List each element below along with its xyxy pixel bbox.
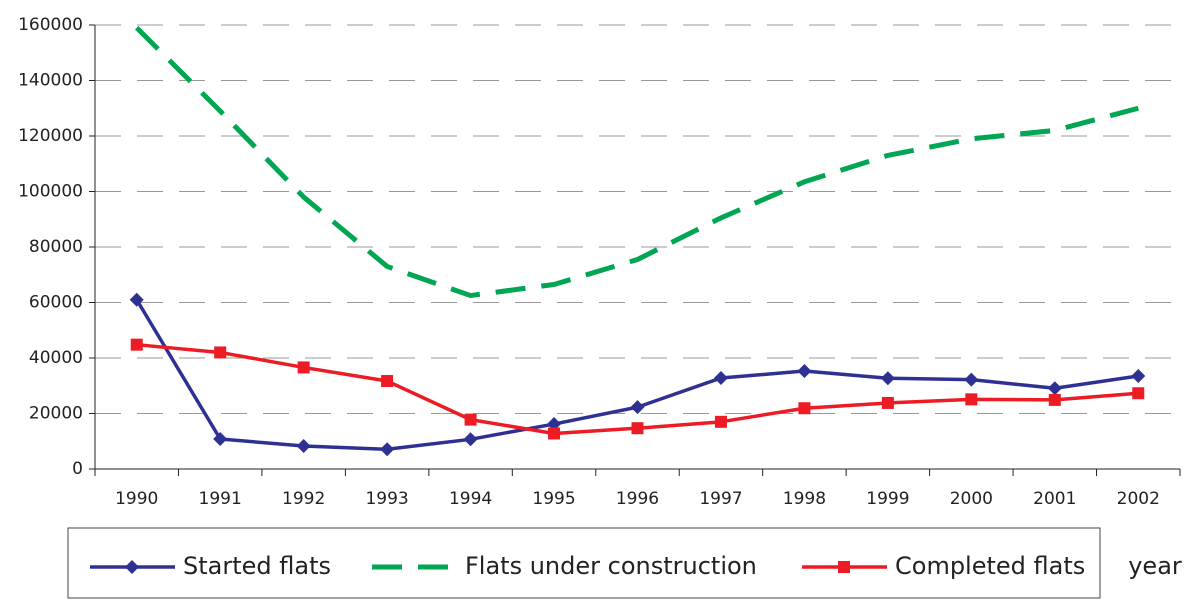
marker [838, 561, 850, 573]
marker [214, 346, 227, 359]
marker [1047, 381, 1062, 396]
marker [964, 372, 979, 387]
marker [880, 371, 895, 386]
x-tick-label: 1996 [616, 489, 659, 509]
marker [630, 400, 645, 415]
y-tick-label: 160000 [18, 15, 83, 35]
marker [1048, 393, 1061, 406]
x-axis-label: year [1128, 552, 1182, 580]
marker [125, 560, 139, 574]
y-tick-label: 140000 [18, 71, 83, 91]
y-tick-label: 0 [72, 459, 83, 479]
marker [798, 402, 811, 415]
x-tick-label: 1991 [199, 489, 242, 509]
y-tick-label: 20000 [29, 404, 83, 424]
marker [213, 432, 228, 447]
marker [713, 370, 728, 385]
x-tick-label: 1998 [783, 489, 826, 509]
marker [1131, 369, 1146, 384]
x-tick-label: 1993 [365, 489, 408, 509]
x-tick-label: 2002 [1117, 489, 1160, 509]
marker [1132, 387, 1145, 400]
x-tick-label: 1992 [282, 489, 325, 509]
x-tick-label: 1999 [866, 489, 909, 509]
y-tick-label: 60000 [29, 293, 83, 313]
x-tick-label: 1995 [532, 489, 575, 509]
marker [965, 393, 978, 406]
x-tick-label: 1990 [115, 489, 158, 509]
legend-label: Flats under construction [465, 552, 757, 580]
legend-box [67, 527, 1101, 599]
marker [631, 422, 644, 435]
marker [296, 438, 311, 453]
marker [380, 442, 395, 457]
marker [297, 361, 310, 374]
legend-label: Started flats [183, 552, 331, 580]
series-line [134, 26, 1139, 299]
marker [129, 292, 144, 307]
marker [130, 338, 143, 351]
marker [548, 427, 561, 440]
x-tick-label: 2000 [950, 489, 993, 509]
y-tick-label: 40000 [29, 348, 83, 368]
y-tick-label: 100000 [18, 182, 83, 202]
x-tick-label: 1997 [699, 489, 742, 509]
y-tick-label: 120000 [18, 126, 83, 146]
y-tick-label: 80000 [29, 237, 83, 257]
marker [714, 415, 727, 428]
x-tick-label: 2001 [1033, 489, 1076, 509]
marker [881, 396, 894, 409]
marker [381, 375, 394, 388]
marker [464, 413, 477, 426]
marker [463, 432, 478, 447]
legend-label: Completed flats [895, 552, 1085, 580]
x-tick-label: 1994 [449, 489, 492, 509]
marker [797, 364, 812, 379]
